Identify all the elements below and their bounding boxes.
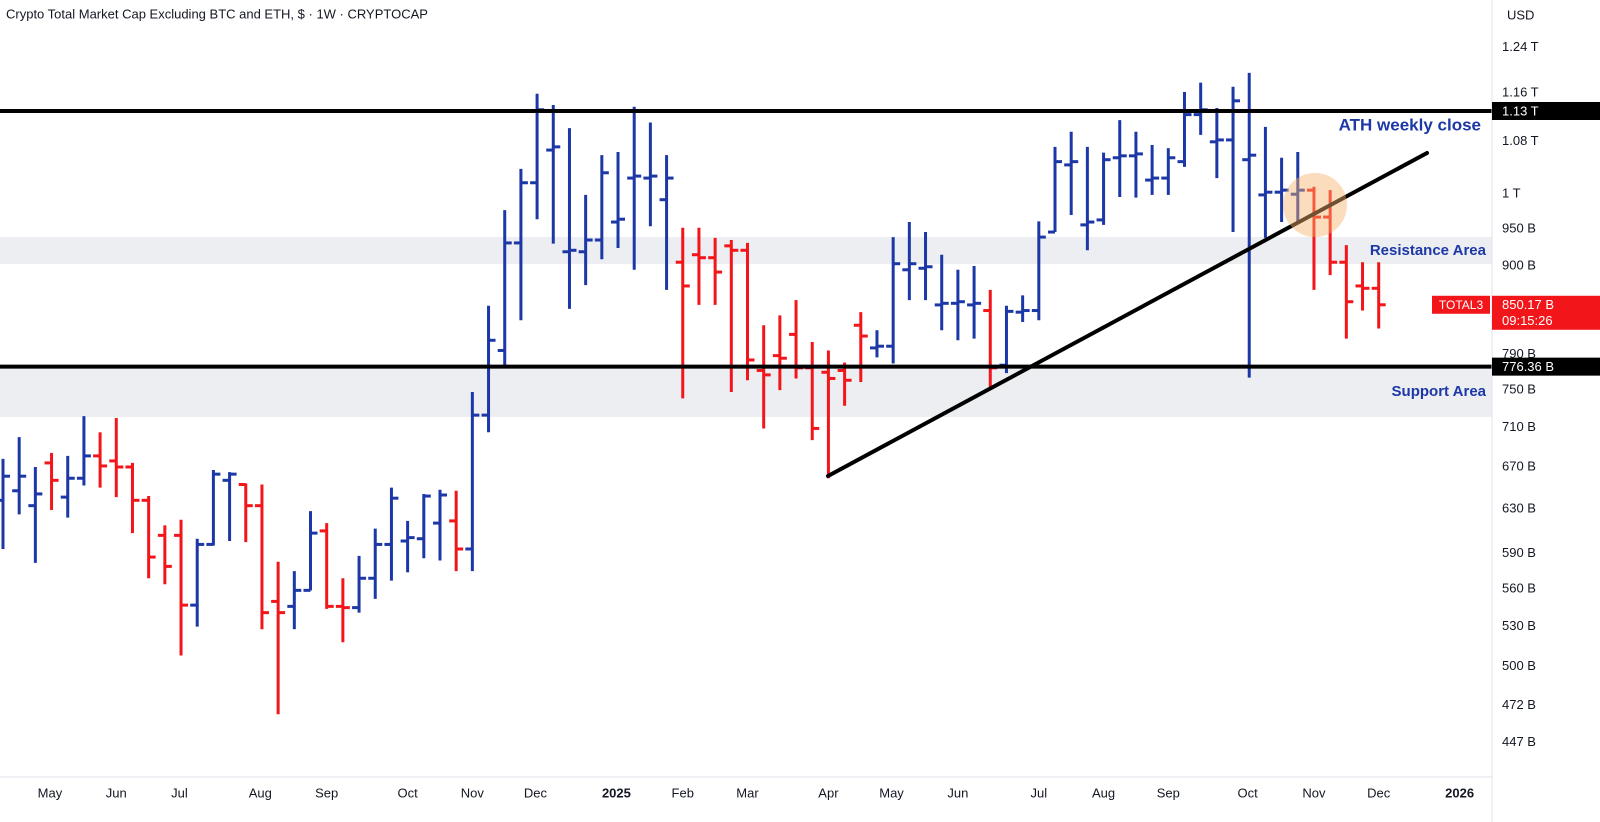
y-tick-label: 950 B [1502,221,1536,236]
x-tick-label: Nov [461,785,485,800]
x-tick-label: Oct [1237,785,1258,800]
bars [0,72,1386,715]
y-tick-label: 530 B [1502,618,1536,633]
y-tick-label: 790 B [1502,346,1536,361]
x-tick-label: Sep [315,785,338,800]
x-tick-label: Jul [1031,785,1048,800]
last-price-box [1492,295,1600,330]
level-label-box [1492,101,1600,120]
overlay: ATH weekly close Resistance Area Support… [0,108,1492,478]
y-tick-label: 472 B [1502,697,1536,712]
x-tick-label: Sep [1157,785,1180,800]
symbol-box [1432,295,1490,314]
y-tick-label: 900 B [1502,257,1536,272]
annotation: Resistance Area [1370,242,1487,259]
y-tick-label: 500 B [1502,658,1536,673]
annotation: ATH weekly close [1339,115,1481,134]
x-tick-label: 2026 [1445,785,1474,800]
y-tick-label: 590 B [1502,545,1536,560]
x-tick-label: Nov [1302,785,1326,800]
y-tick-label: 1.08 T [1502,133,1539,148]
y-tick-label: 447 B [1502,734,1536,749]
x-tick-label: Oct [397,785,418,800]
highlight-circle [1283,173,1347,237]
x-tick-label: Dec [524,785,548,800]
x-tick-label: May [879,785,904,800]
trend-line [826,151,1429,478]
axes: 1.24 T 1.16 T 1.08 T 1 T 950 B 900 B 790 B 750 … [38,39,1539,800]
x-tick-label: Aug [249,785,272,800]
symbol-label: TOTAL3 [1439,298,1484,312]
x-tick-label: Jun [947,785,968,800]
chart-title: Crypto Total Market Cap Excluding BTC an… [6,6,428,21]
last-price-label: 850.17 B [1502,297,1554,312]
x-tick-label: Feb [672,785,694,800]
x-tick-label: Jul [171,785,188,800]
currency: USD [1507,7,1534,22]
level-label: 1.13 T [1502,103,1539,118]
y-tick-label: 1.24 T [1502,39,1539,54]
y-tick-label: 1.16 T [1502,85,1539,100]
x-tick-label: 2025 [602,785,631,800]
annotation: Support Area [1392,383,1487,400]
countdown-label: 09:15:26 [1502,313,1553,328]
y-tick-label: 1 T [1502,186,1521,201]
x-tick-label: Jun [106,785,127,800]
y-tick-label: 710 B [1502,419,1536,434]
x-tick-label: Dec [1367,785,1391,800]
y-tick-label: 670 B [1502,458,1536,473]
x-tick-label: Aug [1092,785,1115,800]
y-tick-label: 560 B [1502,581,1536,596]
price-labels: 1.13 T 776.36 B TOTAL3 850.17 B09:15:26 [1432,101,1600,376]
level-label: 776.36 B [1502,359,1554,374]
y-tick-label: 750 B [1502,382,1536,397]
x-tick-label: Apr [818,785,839,800]
level-label-box [1492,357,1600,376]
x-tick-label: May [38,785,63,800]
x-tick-label: Mar [736,785,759,800]
y-tick-label: 630 B [1502,500,1536,515]
